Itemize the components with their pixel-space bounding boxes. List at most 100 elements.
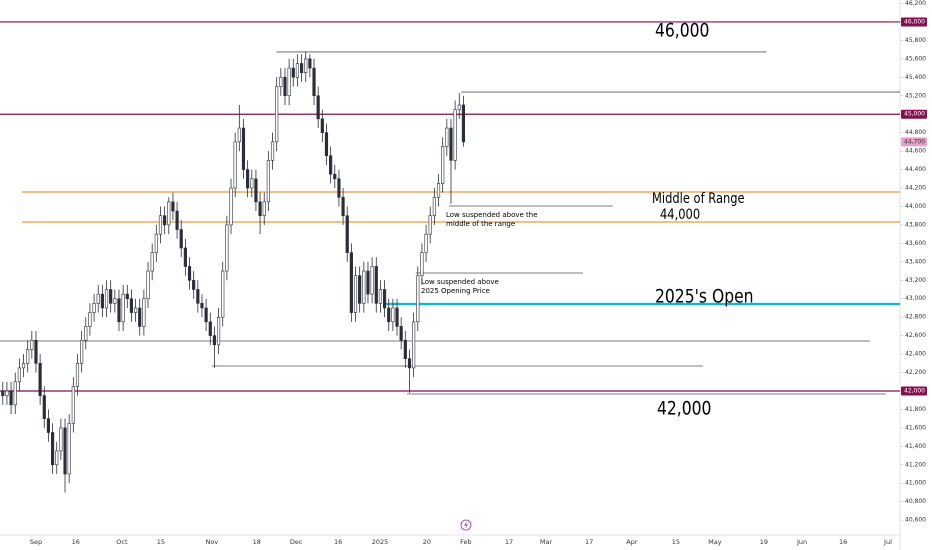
y-tick-label: 43,800	[905, 221, 926, 228]
x-tick-label: Nov	[206, 538, 219, 546]
candle-body	[187, 266, 192, 281]
icon-ring[interactable]	[460, 519, 472, 531]
y-tick-label: 40,800	[905, 498, 926, 505]
candle-body	[345, 215, 349, 253]
candle-body	[241, 127, 246, 170]
candle-body	[216, 316, 221, 346]
y-tick-label: 43,200	[905, 277, 926, 284]
candle-body	[104, 289, 109, 309]
candle-body	[341, 196, 345, 216]
candle-body	[100, 293, 104, 309]
note: Low suspended above	[421, 278, 499, 286]
x-tick-label: May	[708, 538, 722, 546]
candle-body	[121, 293, 125, 323]
candle-body	[221, 270, 225, 318]
lightning-icon[interactable]	[460, 519, 472, 531]
x-tick-label: Jun	[796, 538, 807, 546]
y-tick-label: 41,800	[905, 406, 926, 413]
y-tick-label: 46,200	[905, 0, 926, 7]
x-tick-label: Apr	[626, 538, 638, 546]
candle-body	[59, 427, 63, 452]
y-tick-label: 43,000	[905, 295, 926, 302]
candle-body	[146, 270, 150, 300]
candle-body	[30, 339, 34, 350]
x-tick-label: 18	[253, 538, 261, 546]
candle-body	[204, 307, 208, 323]
price-badge-label: 46,000	[904, 18, 925, 25]
y-tick-label: 44,400	[905, 166, 926, 173]
x-tick-label: 15	[672, 538, 680, 546]
annotation: 44,000	[660, 207, 700, 223]
candle-body	[63, 427, 67, 475]
candle-body	[208, 321, 212, 336]
candle-body	[407, 358, 412, 369]
candle-body	[449, 127, 453, 161]
x-tick-label: 17	[585, 538, 593, 546]
candle-body	[304, 58, 308, 73]
candle-body	[329, 155, 333, 175]
x-tick-label: Sep	[30, 538, 42, 546]
candle-body	[9, 390, 13, 406]
candle-body	[291, 67, 295, 78]
x-tick-label: Jul	[883, 538, 892, 546]
price-badge	[901, 109, 927, 119]
x-tick-label: 16	[839, 538, 847, 546]
candle-body	[312, 67, 316, 97]
candle-body	[225, 224, 229, 272]
candle-body	[26, 349, 30, 364]
candle-body	[362, 270, 366, 304]
candle-body	[109, 289, 113, 304]
candle-body	[457, 104, 461, 110]
price-badge-label: 44,700	[904, 138, 925, 145]
y-tick-label: 43,600	[905, 240, 926, 247]
candle-body	[17, 367, 21, 383]
candle-body	[71, 386, 75, 424]
x-tick-label: 2025	[372, 538, 389, 546]
x-tick-label: Oct	[116, 538, 128, 546]
candle-body	[258, 201, 262, 216]
candle-body	[324, 132, 329, 157]
note: 2025 Opening Price	[421, 287, 490, 295]
candle-body	[270, 141, 275, 161]
candle-body	[142, 298, 146, 327]
candle-body	[378, 289, 383, 304]
y-tick-label: 44,600	[905, 148, 926, 155]
candle-body	[50, 432, 55, 466]
candle-body	[96, 293, 100, 304]
candle-body	[399, 326, 403, 341]
candle-body	[283, 77, 287, 97]
y-tick-label: 42,200	[905, 369, 926, 376]
icon-bolt[interactable]	[464, 521, 468, 529]
y-tick-label: 42,600	[905, 332, 926, 339]
candle-body	[436, 183, 441, 198]
x-tick-label: 17	[505, 538, 513, 546]
candle-body	[337, 178, 341, 198]
candle-body	[441, 146, 445, 184]
candle-body	[88, 312, 92, 327]
candle-body	[175, 210, 179, 230]
candle-body	[113, 298, 117, 304]
candle-body	[461, 104, 466, 143]
candle-body	[233, 141, 237, 189]
candle-body	[192, 279, 196, 290]
y-tick-label: 41,000	[905, 480, 926, 487]
y-tick-label: 45,400	[905, 74, 926, 81]
y-tick-label: 45,200	[905, 92, 926, 99]
x-tick-label: 16	[334, 538, 342, 546]
candle-body	[266, 160, 270, 203]
candle-body	[420, 252, 424, 276]
candle-body	[200, 303, 204, 309]
candle-body	[46, 418, 51, 433]
candle-body	[38, 363, 42, 396]
candle-body	[167, 201, 171, 226]
candle-body	[445, 127, 449, 147]
y-tick-label: 43,400	[905, 258, 926, 265]
note: Low suspended above the	[446, 211, 538, 219]
price-badge-label: 42,000	[904, 387, 925, 394]
candle-body	[412, 321, 416, 369]
candle-body	[370, 266, 374, 295]
candle-body	[295, 63, 300, 78]
y-tick-label: 42,800	[905, 314, 926, 321]
y-tick-label: 44,800	[905, 129, 926, 136]
y-tick-label: 44,000	[905, 203, 926, 210]
